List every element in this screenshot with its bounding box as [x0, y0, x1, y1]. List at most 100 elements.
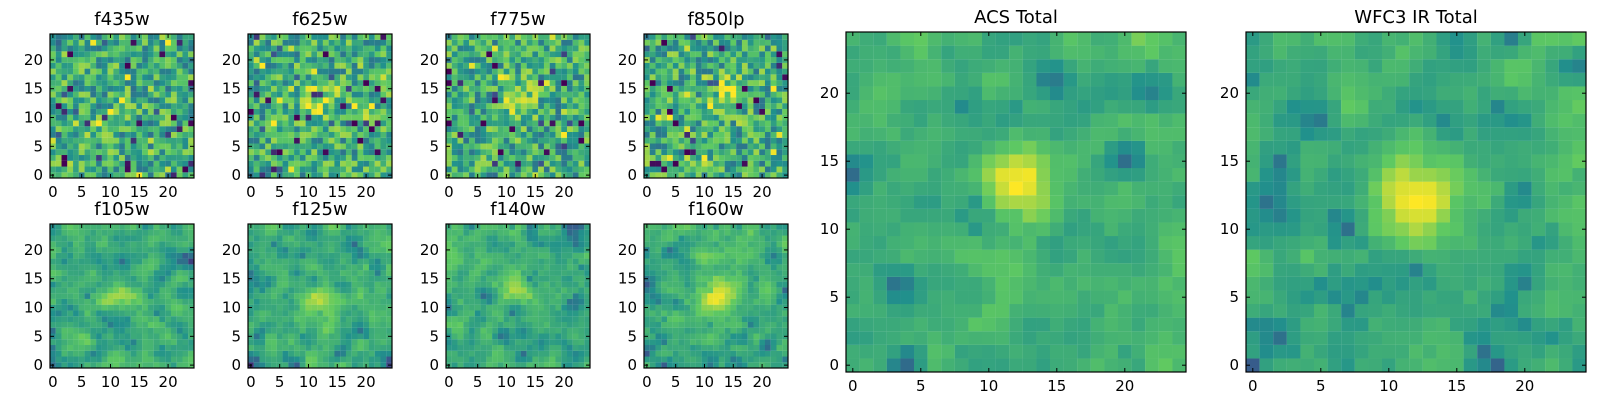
heatmap-cell: [188, 293, 195, 299]
heatmap-cell: [741, 80, 748, 86]
heatmap-cell: [672, 108, 679, 115]
heatmap-cell: [561, 166, 568, 173]
heatmap-cell: [526, 327, 533, 334]
heatmap-cell: [759, 51, 766, 58]
heatmap-cell: [78, 160, 85, 167]
heatmap-cell: [695, 39, 702, 46]
x-tick-label: 10: [299, 183, 318, 201]
heatmap-cell: [253, 131, 260, 138]
heatmap-cell: [463, 235, 470, 242]
heatmap-cell: [282, 80, 289, 86]
heatmap-cell: [170, 264, 177, 271]
heatmap-cell: [584, 39, 591, 46]
heatmap-cell: [253, 51, 260, 58]
heatmap-cell: [322, 333, 329, 340]
heatmap-cell: [265, 34, 272, 40]
heatmap-cell: [678, 275, 685, 282]
heatmap-cell: [515, 120, 521, 127]
heatmap-cell: [713, 120, 719, 127]
heatmap-cell: [730, 160, 737, 167]
heatmap-cell: [463, 293, 470, 299]
heatmap-cell: [730, 154, 737, 161]
heatmap-cell: [311, 131, 318, 138]
heatmap-cell: [248, 68, 254, 75]
heatmap-cell: [707, 131, 714, 138]
heatmap-cell: [124, 356, 131, 363]
heatmap-cell: [741, 45, 748, 52]
heatmap-cell: [572, 74, 579, 81]
heatmap-cell: [317, 34, 323, 40]
heatmap-cell: [90, 103, 97, 109]
heatmap-cell: [578, 350, 585, 357]
heatmap-cell: [96, 333, 102, 340]
heatmap-cell: [764, 287, 771, 294]
heatmap-cell: [124, 80, 131, 86]
heatmap-cell: [469, 120, 475, 127]
heatmap-cell: [305, 258, 312, 265]
heatmap-cell: [96, 287, 102, 294]
heatmap-cell: [67, 281, 74, 288]
heatmap-cell: [572, 39, 579, 46]
heatmap-cell: [578, 275, 585, 282]
heatmap-cell: [334, 97, 341, 104]
heatmap-cell: [311, 356, 318, 363]
heatmap-cell: [107, 57, 114, 63]
heatmap-cell: [170, 275, 177, 282]
y-tick-label: 20: [222, 241, 241, 259]
heatmap-cell: [84, 287, 91, 294]
heatmap-cell: [159, 143, 166, 150]
heatmap-cell: [526, 229, 533, 236]
heatmap-cell: [317, 229, 323, 236]
heatmap-cell: [119, 97, 125, 104]
heatmap-cell: [159, 97, 166, 104]
heatmap-cell: [153, 224, 160, 230]
heatmap-cell: [555, 137, 562, 144]
heatmap-cell: [170, 287, 177, 294]
heatmap-cell: [463, 172, 470, 179]
heatmap-cell: [305, 333, 312, 340]
heatmap-cell: [265, 327, 272, 334]
heatmap-cell: [265, 80, 272, 86]
heatmap-cell: [124, 316, 131, 322]
heatmap-cell: [136, 316, 143, 322]
heatmap-cell: [322, 339, 329, 346]
heatmap-cell: [282, 91, 289, 98]
heatmap-cell: [73, 287, 79, 294]
heatmap-cell: [288, 80, 295, 86]
heatmap-cell: [446, 68, 452, 75]
heatmap-cell: [463, 327, 470, 334]
heatmap-cell: [322, 68, 329, 75]
heatmap-cell: [532, 91, 539, 98]
heatmap-cell: [253, 258, 260, 265]
heatmap-cell: [707, 97, 714, 104]
heatmap-cell: [497, 224, 504, 230]
heatmap-cell: [572, 281, 579, 288]
heatmap-cell: [96, 350, 102, 357]
heatmap-cell: [782, 149, 789, 156]
heatmap-cell: [73, 293, 79, 299]
heatmap-cell: [753, 114, 760, 121]
heatmap-cell: [578, 362, 585, 369]
heatmap-cell: [695, 97, 702, 104]
heatmap-cell: [305, 247, 312, 253]
heatmap-cell: [684, 316, 691, 322]
heatmap-cell: [271, 270, 277, 276]
heatmap-cell: [136, 310, 143, 317]
heatmap-cell: [549, 235, 556, 242]
heatmap-cell: [334, 235, 341, 242]
heatmap-cell: [357, 339, 364, 346]
heatmap-cell: [345, 166, 352, 173]
heatmap-cell: [747, 356, 754, 363]
heatmap-cell: [764, 160, 771, 167]
heatmap-cell: [90, 339, 97, 346]
heatmap-cell: [351, 252, 358, 259]
heatmap-cell: [538, 252, 544, 259]
heatmap-cell: [259, 241, 266, 248]
heatmap-cell: [561, 327, 568, 334]
heatmap-cell: [147, 80, 154, 86]
heatmap-cell: [730, 275, 737, 282]
heatmap-cell: [690, 281, 696, 288]
heatmap-cell: [480, 85, 487, 92]
heatmap-cell: [561, 68, 568, 75]
heatmap-cell: [667, 68, 673, 75]
